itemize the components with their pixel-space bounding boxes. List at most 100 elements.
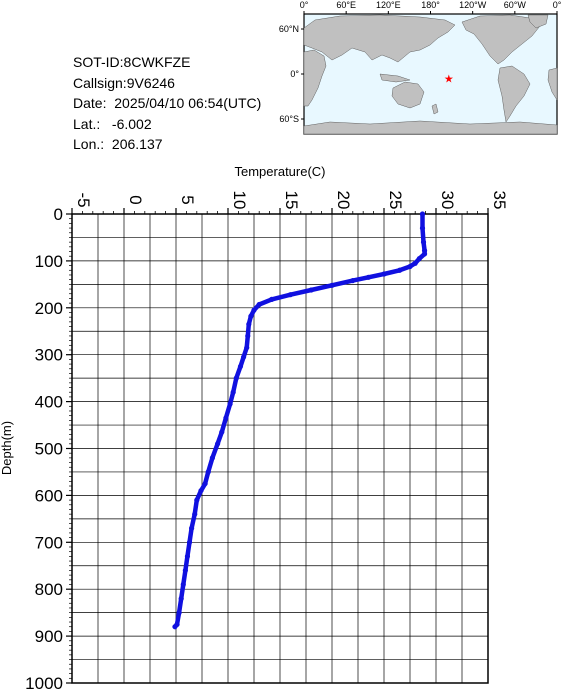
map-top-axis: 0° 60°E 120°E 180° 120°W 60°W 0° — [300, 0, 562, 14]
profile-line — [172, 211, 427, 629]
world-map: 0° 60°E 120°E 180° 120°W 60°W 0° 60°N 0° 60°S ★ — [279, 0, 562, 135]
x-tick-label: 10 — [230, 191, 249, 210]
y-tick-label: 500 — [35, 440, 63, 459]
y-axis-label: Depth(m) — [0, 421, 14, 475]
profile-point — [329, 282, 335, 288]
profile-point — [172, 624, 178, 630]
map-station-marker: ★ — [444, 74, 454, 86]
profile-point — [419, 225, 426, 231]
x-tick-label: 25 — [386, 191, 405, 210]
x-tick-label: -5 — [74, 192, 93, 207]
map-left-tick-label: 60°N — [279, 24, 299, 34]
land-eurasia — [303, 14, 456, 63]
profile-point — [397, 267, 403, 273]
profile-point — [205, 469, 211, 475]
profile-point — [381, 271, 387, 277]
profile-point — [407, 263, 413, 270]
y-tick-label: 100 — [35, 252, 63, 271]
profile-point — [219, 429, 225, 435]
float-info-panel: SOT-ID:8CWKFZE Callsign:9V6246 Date: 202… — [73, 52, 261, 155]
land-north-america — [461, 14, 541, 65]
profile-point — [209, 455, 215, 461]
profile-point — [202, 481, 208, 487]
chart-grid — [71, 213, 489, 684]
x-tick-label: 20 — [334, 191, 353, 210]
profile-point — [246, 321, 252, 327]
profile-point — [244, 345, 250, 351]
profile-point — [186, 539, 193, 545]
profile-point — [178, 595, 184, 602]
x-tick-label: 30 — [438, 191, 457, 210]
profile-point — [251, 307, 257, 313]
map-left-tick-label: 60°S — [279, 114, 299, 124]
callsign-text: Callsign:9V6246 — [73, 74, 175, 91]
profile-point — [416, 255, 422, 262]
y-tick-label: 200 — [35, 299, 63, 318]
x-tick-label: 5 — [178, 195, 197, 204]
land-indonesia — [379, 73, 411, 83]
profile-point — [233, 375, 239, 381]
x-axis-label: Temperature(C) — [234, 164, 325, 179]
profile-point — [365, 274, 371, 280]
profile-point — [198, 488, 204, 494]
profile-point — [227, 401, 233, 407]
profile-point — [237, 363, 244, 370]
y-tick-label: 300 — [35, 346, 63, 365]
map-left-axis: 60°N 0° 60°S — [279, 24, 304, 124]
map-top-tick-label: 120°W — [459, 0, 487, 10]
profile-point — [419, 211, 426, 217]
y-tick-label: 400 — [35, 393, 63, 412]
profile-point — [287, 292, 293, 298]
y-axis: 0 100 200 300 400 500 600 700 800 900 1000 — [25, 205, 72, 690]
profile-point — [248, 313, 254, 319]
x-axis: -5 0 5 10 15 20 25 30 35 — [71, 191, 509, 214]
map-top-tick-label: 0° — [300, 0, 309, 10]
profile-point — [223, 415, 229, 421]
profile-point — [176, 610, 182, 616]
profile-point — [350, 277, 356, 284]
land-australia — [391, 81, 425, 109]
profile-point — [412, 260, 418, 266]
map-top-tick-label: 120°E — [376, 0, 401, 10]
y-tick-label: 600 — [35, 486, 63, 505]
date-text: Date: 2025/04/10 06:54(UTC) — [73, 95, 262, 111]
y-tick-label: 700 — [35, 533, 63, 552]
map-left-tick-label: 0° — [290, 69, 299, 79]
land-africa-east — [547, 67, 558, 101]
profile-point — [184, 553, 191, 559]
profile-point — [269, 296, 275, 302]
profile-point — [192, 511, 198, 517]
x-tick-label: 0 — [126, 195, 145, 204]
map-top-tick-label: 60°W — [504, 0, 527, 10]
profile-point — [256, 301, 262, 308]
profile-point — [189, 525, 195, 531]
profile-point — [241, 354, 247, 360]
y-tick-label: 800 — [35, 580, 63, 599]
profile-point — [420, 239, 427, 245]
land-south-america — [497, 65, 531, 123]
x-tick-label: 15 — [282, 191, 301, 210]
longitude-text: Lon.: 206.137 — [73, 136, 163, 152]
sot-id-text: SOT-ID:8CWKFZE — [73, 54, 191, 70]
profile-point — [215, 441, 221, 447]
y-tick-label: 1000 — [25, 674, 63, 690]
profile-point — [308, 287, 314, 293]
profile-point — [245, 333, 251, 339]
latitude-text: Lat.: -6.002 — [73, 115, 152, 132]
land-africa — [303, 49, 327, 107]
temperature-profile — [172, 211, 428, 630]
map-top-tick-label: 180° — [421, 0, 440, 10]
land-greenland — [527, 14, 549, 29]
map-top-tick-label: 0° — [553, 0, 562, 10]
map-top-tick-label: 60°E — [336, 0, 356, 10]
profile-point — [421, 251, 428, 257]
y-tick-label: 900 — [35, 627, 63, 646]
profile-point — [180, 581, 186, 588]
profile-point — [230, 389, 236, 395]
y-tick-label: 0 — [54, 205, 63, 224]
land-antarctica — [303, 120, 558, 135]
map-land — [303, 14, 558, 135]
land-new-zealand — [431, 103, 439, 115]
profile-point — [182, 567, 188, 574]
